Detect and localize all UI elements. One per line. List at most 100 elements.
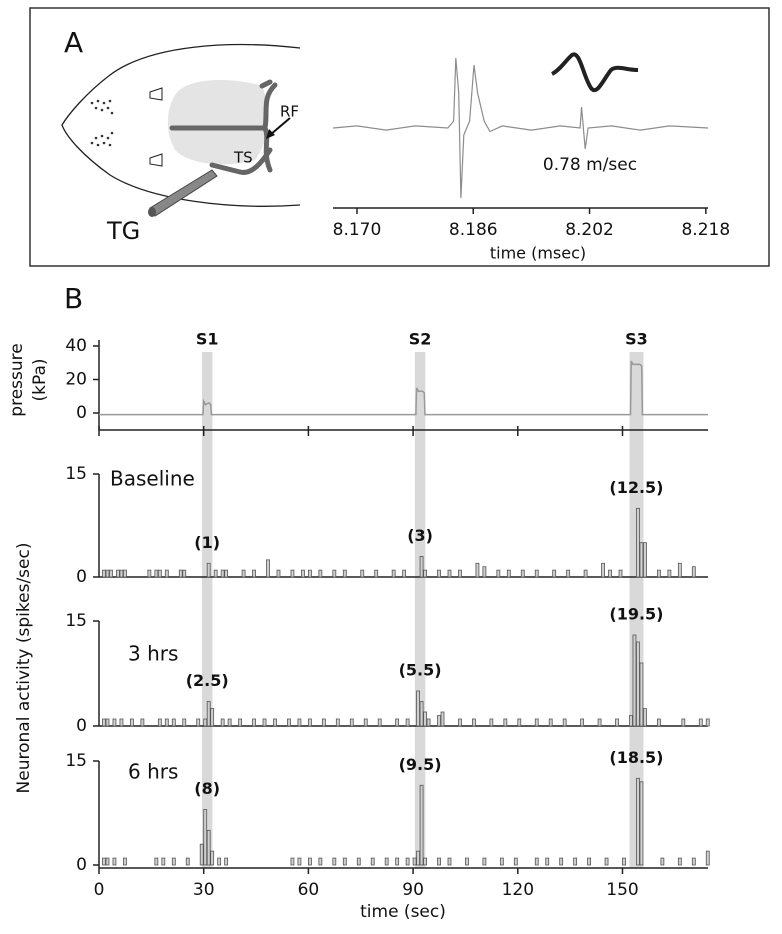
bar [374, 569, 379, 578]
bar [105, 569, 110, 578]
bar [437, 857, 441, 866]
bar [273, 718, 277, 727]
stimulus-label: S3 [625, 330, 648, 349]
ts-label: TS [233, 149, 253, 167]
bar [705, 718, 710, 727]
bar [629, 715, 633, 727]
bar [206, 829, 211, 866]
bar [363, 718, 368, 727]
bar [691, 857, 696, 866]
y-tick-label: 0 [76, 855, 87, 875]
bar [562, 718, 567, 727]
bar [587, 857, 591, 866]
bar [119, 569, 124, 578]
bar [182, 718, 187, 727]
bar [213, 569, 218, 578]
bar [395, 718, 400, 727]
bar [395, 857, 400, 866]
trace [332, 57, 709, 199]
bar [297, 857, 302, 866]
bar [370, 857, 375, 866]
panel-label: A [64, 26, 83, 59]
arrow-head [266, 129, 275, 139]
bar [691, 566, 696, 578]
bar [154, 569, 159, 578]
bar [405, 718, 410, 727]
y-tick-label: 0 [76, 403, 87, 423]
bar [447, 569, 452, 578]
bar [335, 718, 340, 727]
y-tick-label: 40 [65, 336, 87, 356]
bar [517, 718, 522, 727]
bar [109, 569, 113, 578]
bar [102, 718, 106, 727]
bar [276, 569, 281, 578]
stimulus-bands [201, 352, 644, 868]
bar [705, 850, 710, 866]
x-tick-label: 120 [502, 880, 534, 900]
bar [458, 718, 462, 727]
peak-label: (9.5) [399, 755, 442, 774]
bar [342, 569, 347, 578]
bar [472, 718, 476, 727]
bar [116, 569, 120, 578]
row-title: 3 hrs [128, 642, 178, 666]
bar [342, 857, 347, 866]
bar [307, 718, 312, 727]
bar [199, 843, 204, 866]
rat-head-schematic: RF TS TG [61, 43, 301, 245]
bar [157, 569, 162, 578]
bar [534, 718, 539, 727]
electrode [149, 169, 218, 217]
peak-label: (2.5) [186, 671, 229, 690]
bar [318, 857, 323, 866]
bar [601, 562, 605, 578]
bar [171, 857, 176, 866]
bar [656, 718, 661, 727]
bar [615, 718, 619, 727]
bar [206, 562, 211, 578]
bar [196, 718, 201, 727]
bar [224, 857, 229, 866]
bar [105, 718, 110, 727]
bar [520, 569, 525, 578]
bar [161, 857, 166, 866]
bar [419, 784, 424, 866]
bar [321, 718, 326, 727]
bar [416, 850, 420, 866]
bar [639, 662, 644, 727]
bar [210, 708, 215, 727]
bar [164, 718, 169, 727]
bar [419, 556, 424, 578]
bar [140, 718, 145, 727]
y-axis-label: Neuronal activity (spikes/sec) [14, 543, 34, 794]
arrow [269, 117, 291, 136]
bar [102, 857, 106, 866]
y-tick-label: 0 [76, 716, 87, 736]
bar [548, 718, 553, 727]
bar [307, 569, 312, 578]
bar [290, 857, 295, 866]
tg-label: TG [106, 217, 140, 245]
bar [157, 718, 162, 727]
x-tick-label: 8.218 [681, 220, 730, 240]
trace [99, 360, 708, 416]
peak-label: (3) [407, 526, 433, 545]
bar [534, 569, 539, 578]
rf-label: RF [280, 103, 299, 121]
spike-inset [550, 52, 639, 92]
bar [580, 718, 585, 727]
bar [608, 569, 612, 578]
bar [217, 857, 222, 866]
bar [105, 857, 110, 866]
x-tick-label: 60 [298, 880, 320, 900]
bar [632, 634, 637, 727]
stimulus-label: S1 [196, 330, 219, 349]
bar [559, 857, 564, 866]
y-axis-label: (kPa) [30, 358, 50, 401]
bar [332, 857, 337, 866]
bar [360, 569, 365, 578]
bar [465, 857, 469, 866]
bar [123, 857, 127, 866]
bar [241, 569, 246, 578]
